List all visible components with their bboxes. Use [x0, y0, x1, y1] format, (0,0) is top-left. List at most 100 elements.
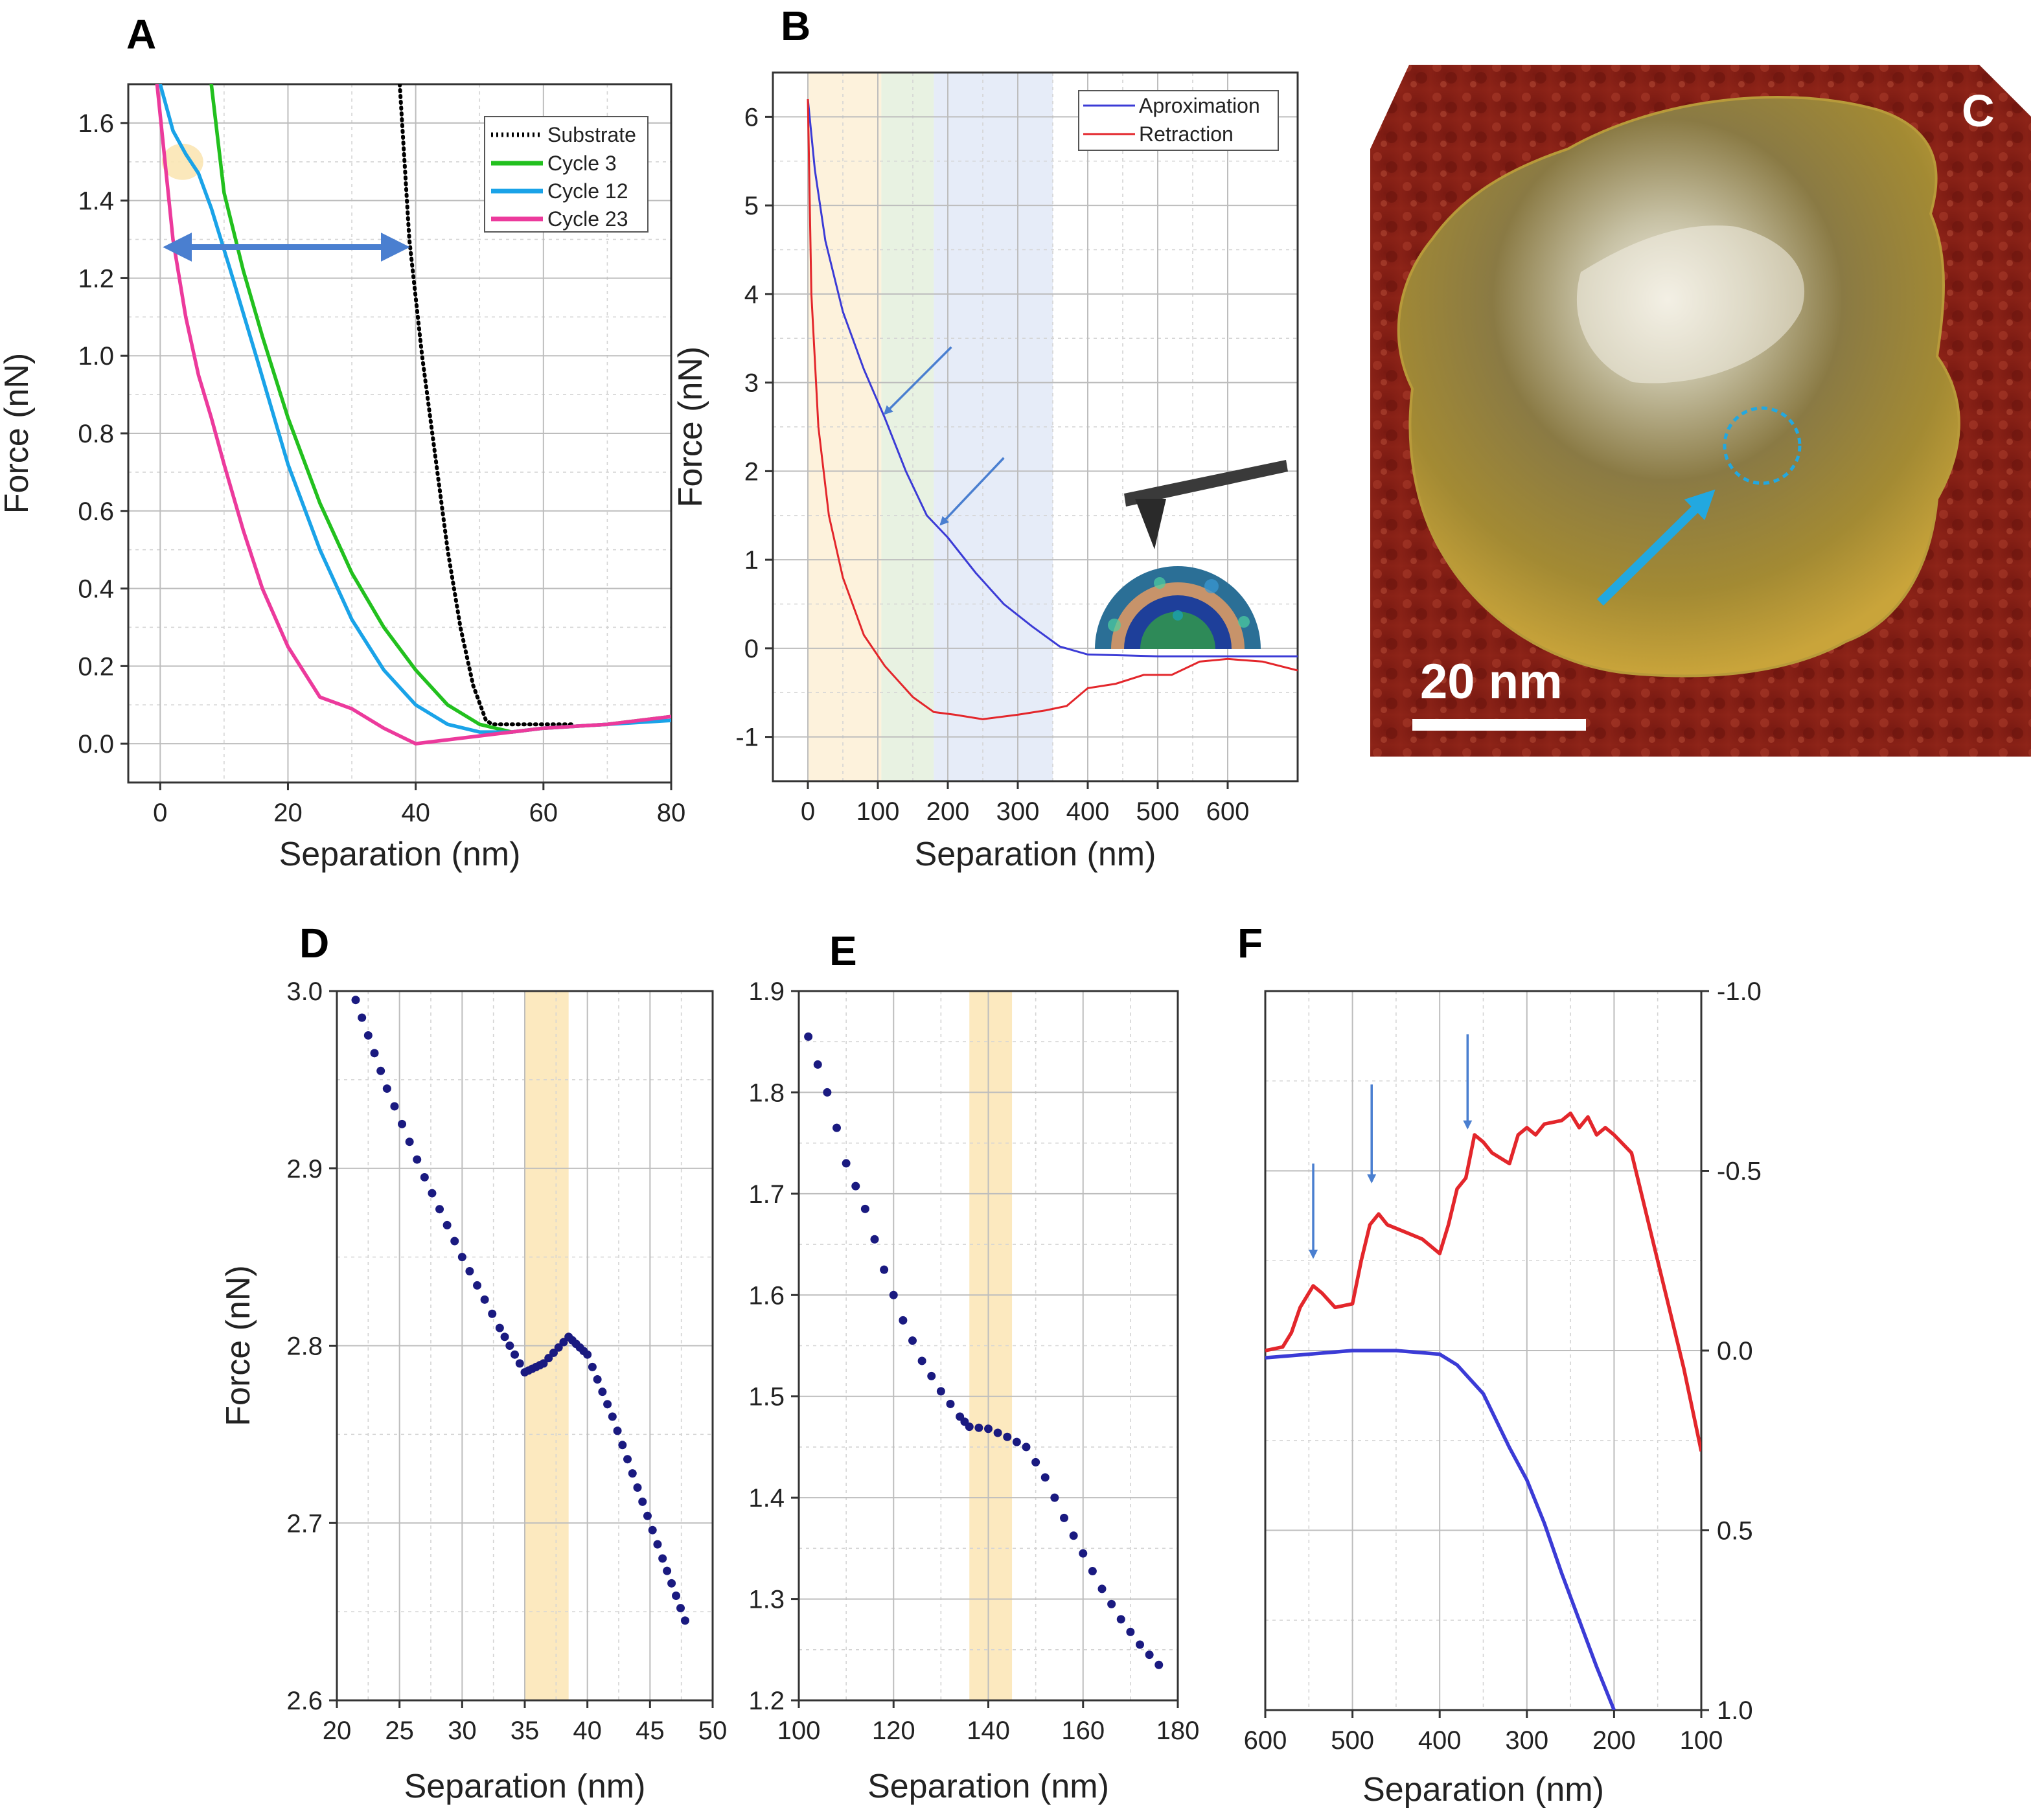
- tick-label-x-d: 30: [448, 1717, 477, 1745]
- data-point-d: [442, 1220, 452, 1229]
- data-point-d: [658, 1554, 667, 1563]
- tick-label-x-b: 200: [926, 797, 970, 826]
- x-axis-label-e: Separation (nm): [867, 1768, 1109, 1805]
- highlight-band-e: [969, 991, 1013, 1700]
- tick-label-y-e: 1.4: [748, 1484, 785, 1512]
- tick-label-x-a: 60: [529, 799, 558, 827]
- plot-frame-e: [798, 990, 1179, 1702]
- tick-label-x-b: 400: [1066, 797, 1110, 826]
- series-line-substrate: [398, 84, 578, 727]
- tick-label-x-b: 300: [996, 797, 1040, 826]
- data-point-d: [376, 1066, 385, 1075]
- data-point-e: [984, 1424, 993, 1433]
- x-axis-label-a: Separation (nm): [279, 836, 521, 873]
- panel-label-e: E: [829, 928, 857, 974]
- tick-label-x-e: 140: [967, 1717, 1010, 1745]
- panel-label-d: D: [299, 920, 329, 966]
- tick-label-y-b: 1: [744, 546, 759, 575]
- tick-label-y-a: 1.6: [78, 109, 114, 138]
- plot-frame-d: [336, 990, 714, 1702]
- tick-label-y-b: 0: [744, 635, 759, 663]
- data-point-d: [648, 1525, 657, 1535]
- tick-label-y-f: 0.5: [1717, 1517, 1753, 1546]
- series-group-f: [1265, 1111, 1701, 1710]
- virus-particle-afm: [1397, 96, 1960, 678]
- afm-tip-inset: [1095, 460, 1288, 649]
- plot-frame-b: [772, 71, 1299, 782]
- step-highlight-a: [161, 143, 203, 180]
- tick-label-y-d: 2.7: [286, 1509, 323, 1538]
- data-point-d: [623, 1455, 632, 1464]
- tick-label-x-b: 500: [1136, 797, 1180, 826]
- data-point-d: [405, 1137, 414, 1147]
- feature-arrow-b-0: [883, 346, 952, 415]
- data-point-e: [1022, 1443, 1031, 1452]
- tick-label-x-b: 100: [856, 797, 900, 826]
- data-point-e: [889, 1290, 898, 1299]
- data-point-d: [633, 1483, 642, 1492]
- chart-f: 600 500 400 300 200 100 -1.0 -0.5 0.0 0.5 1.0 Separ…: [1244, 977, 1762, 1809]
- data-point-d: [643, 1511, 652, 1520]
- tick-label-y-f: 0.0: [1717, 1337, 1753, 1365]
- data-point-e: [993, 1428, 1002, 1437]
- data-point-e: [1136, 1640, 1144, 1649]
- tick-label-x-f: 500: [1331, 1726, 1374, 1755]
- data-point-d: [358, 1013, 367, 1022]
- data-point-e: [1040, 1473, 1050, 1482]
- tick-label-x-d: 25: [385, 1717, 414, 1745]
- tick-label-x-d: 50: [698, 1717, 728, 1745]
- data-point-e: [917, 1356, 926, 1365]
- data-point-d: [583, 1350, 592, 1359]
- data-point-d: [672, 1591, 681, 1600]
- data-point-d: [370, 1049, 379, 1058]
- tick-label-x-d: 45: [636, 1717, 665, 1745]
- tick-label-x-e: 120: [872, 1717, 915, 1745]
- legend-label-cycle12: Cycle 12: [547, 179, 628, 203]
- x-axis-label-d: Separation (nm): [404, 1768, 646, 1805]
- tick-label-x-a: 20: [273, 799, 303, 827]
- data-point-d: [428, 1189, 437, 1198]
- tick-label-y-a: 1.4: [78, 187, 114, 216]
- tick-label-y-e: 1.2: [748, 1687, 785, 1715]
- data-point-e: [946, 1399, 955, 1408]
- data-point-d: [473, 1281, 482, 1290]
- data-point-d: [505, 1341, 514, 1350]
- tick-label-y-d: 2.6: [286, 1687, 323, 1715]
- data-point-e: [965, 1422, 974, 1432]
- data-point-e: [927, 1371, 936, 1380]
- chart-d: 20 25 30 35 40 45 50 2.6 2.7 2.8 2.9 3.0 Separation …: [220, 977, 727, 1805]
- series-line-retraction: [807, 98, 1298, 720]
- data-point-e: [1031, 1457, 1040, 1467]
- indentation-arrow-icon: [1597, 489, 1716, 606]
- tick-label-x-b: 0: [801, 797, 815, 826]
- tick-label-y-a: 1.0: [78, 342, 114, 371]
- data-point-e: [804, 1032, 813, 1041]
- chart-e: 100 120 140 160 180 1.2 1.3 1.4 1.5 1.6 1.7 1.8 1.9 S…: [748, 977, 1199, 1805]
- data-point-e: [833, 1123, 841, 1132]
- afm-tip-icon: [1135, 499, 1166, 549]
- virus-capsid-icon: [1095, 566, 1261, 649]
- feature-arrow-b-1: [939, 457, 1005, 526]
- tick-label-x-f: 200: [1592, 1726, 1636, 1755]
- legend-label-approx: Aproximation: [1139, 94, 1260, 117]
- data-point-d: [420, 1172, 429, 1181]
- panel-label-f: F: [1237, 920, 1263, 966]
- tick-label-y-f: -0.5: [1717, 1158, 1762, 1186]
- tick-label-x-e: 160: [1061, 1717, 1105, 1745]
- scale-bar: [1412, 719, 1586, 731]
- tick-label-y-a: 1.2: [78, 264, 114, 293]
- data-point-d: [663, 1566, 672, 1575]
- tick-label-x-a: 40: [401, 799, 430, 827]
- data-point-d: [653, 1540, 662, 1549]
- tick-label-y-b: 3: [744, 369, 759, 398]
- data-point-e: [936, 1387, 945, 1396]
- data-point-d: [549, 1348, 558, 1357]
- data-point-d: [613, 1426, 622, 1435]
- tick-label-x-e: 100: [777, 1717, 821, 1745]
- legend-label-substrate: Substrate: [547, 123, 636, 146]
- data-point-e: [1126, 1627, 1135, 1636]
- y-axis-label-a: Force (nN): [0, 353, 36, 514]
- data-point-e: [870, 1235, 879, 1244]
- tick-label-x-f: 100: [1680, 1726, 1723, 1755]
